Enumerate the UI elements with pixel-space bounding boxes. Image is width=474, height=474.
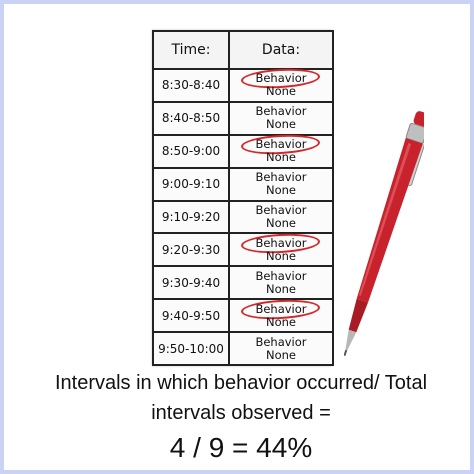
interval-time-cell: 9:30-9:40 — [152, 265, 230, 301]
behavior-option: Behavior — [255, 202, 307, 217]
interval-time-cell: 8:40-8:50 — [152, 100, 230, 136]
interval-data-cell: Behavior None — [228, 133, 334, 169]
table-row: 9:40-9:50 Behavior None — [152, 298, 334, 333]
interval-data-cell: Behavior None — [228, 68, 334, 103]
interval-data-cell: Behavior None — [228, 166, 334, 202]
table-row: 9:10-9:20 Behavior None — [152, 199, 334, 235]
none-option: None — [265, 183, 296, 198]
interval-time-cell: 9:00-9:10 — [152, 166, 230, 202]
time-column-header: Time: — [152, 30, 230, 70]
caption-result: 4 / 9 = 44% — [169, 432, 313, 463]
none-option: None — [265, 84, 296, 99]
behavior-option: Behavior — [255, 170, 307, 185]
interval-time-cell: 8:30-8:40 — [152, 68, 230, 103]
circled-behavior-option: Behavior — [255, 71, 307, 86]
data-column-header: Data: — [228, 30, 334, 70]
interval-data-cell: Behavior None — [228, 265, 334, 301]
interval-time-cell: 8:50-9:00 — [152, 133, 230, 169]
interval-data-cell: Behavior None — [228, 199, 334, 235]
none-option: None — [265, 215, 296, 230]
interval-time-cell: 9:50-10:00 — [152, 331, 230, 366]
pen-icon — [344, 111, 424, 357]
none-option: None — [265, 150, 296, 165]
caption-formula-line-1: Intervals in which behavior occurred/ To… — [54, 372, 428, 394]
table-row: 8:50-9:00 Behavior None — [152, 133, 334, 169]
caption-formula-line-2: intervals observed = — [151, 402, 331, 424]
circled-behavior-option: Behavior — [255, 137, 307, 152]
table-header-row: Time: Data: — [152, 30, 334, 70]
circled-behavior-option: Behavior — [255, 301, 307, 316]
behavior-option: Behavior — [255, 104, 307, 119]
none-option: None — [265, 347, 296, 362]
table-row: 9:00-9:10 Behavior None — [152, 166, 334, 202]
none-option: None — [265, 248, 296, 263]
interval-data-cell: Behavior None — [228, 232, 334, 268]
image-frame: Time: Data: 8:30-8:40 Behavior None 8:40-8:… — [4, 4, 470, 470]
interval-time-cell: 9:40-9:50 — [152, 298, 230, 333]
table-row: 8:30-8:40 Behavior None — [152, 68, 334, 103]
interval-data-cell: Behavior None — [228, 298, 334, 333]
table-row: 8:40-8:50 Behavior None — [152, 100, 334, 136]
none-option: None — [265, 314, 296, 329]
table-row: 9:30-9:40 Behavior None — [152, 265, 334, 301]
interval-time-cell: 9:10-9:20 — [152, 199, 230, 235]
table-row: 9:50-10:00 Behavior None — [152, 331, 334, 366]
behavior-option: Behavior — [255, 334, 307, 349]
circled-behavior-option: Behavior — [255, 235, 307, 250]
none-option: None — [265, 281, 296, 296]
interval-data-cell: Behavior None — [228, 331, 334, 366]
data-sheet: Time: Data: 8:30-8:40 Behavior None 8:40-8:… — [152, 30, 334, 366]
table-row: 9:20-9:30 Behavior None — [152, 232, 334, 268]
none-option: None — [265, 117, 296, 132]
behavior-option: Behavior — [255, 268, 307, 283]
interval-recording-table: Time: Data: 8:30-8:40 Behavior None 8:40-8:… — [152, 30, 334, 366]
interval-data-cell: Behavior None — [228, 100, 334, 136]
interval-time-cell: 9:20-9:30 — [152, 232, 230, 268]
